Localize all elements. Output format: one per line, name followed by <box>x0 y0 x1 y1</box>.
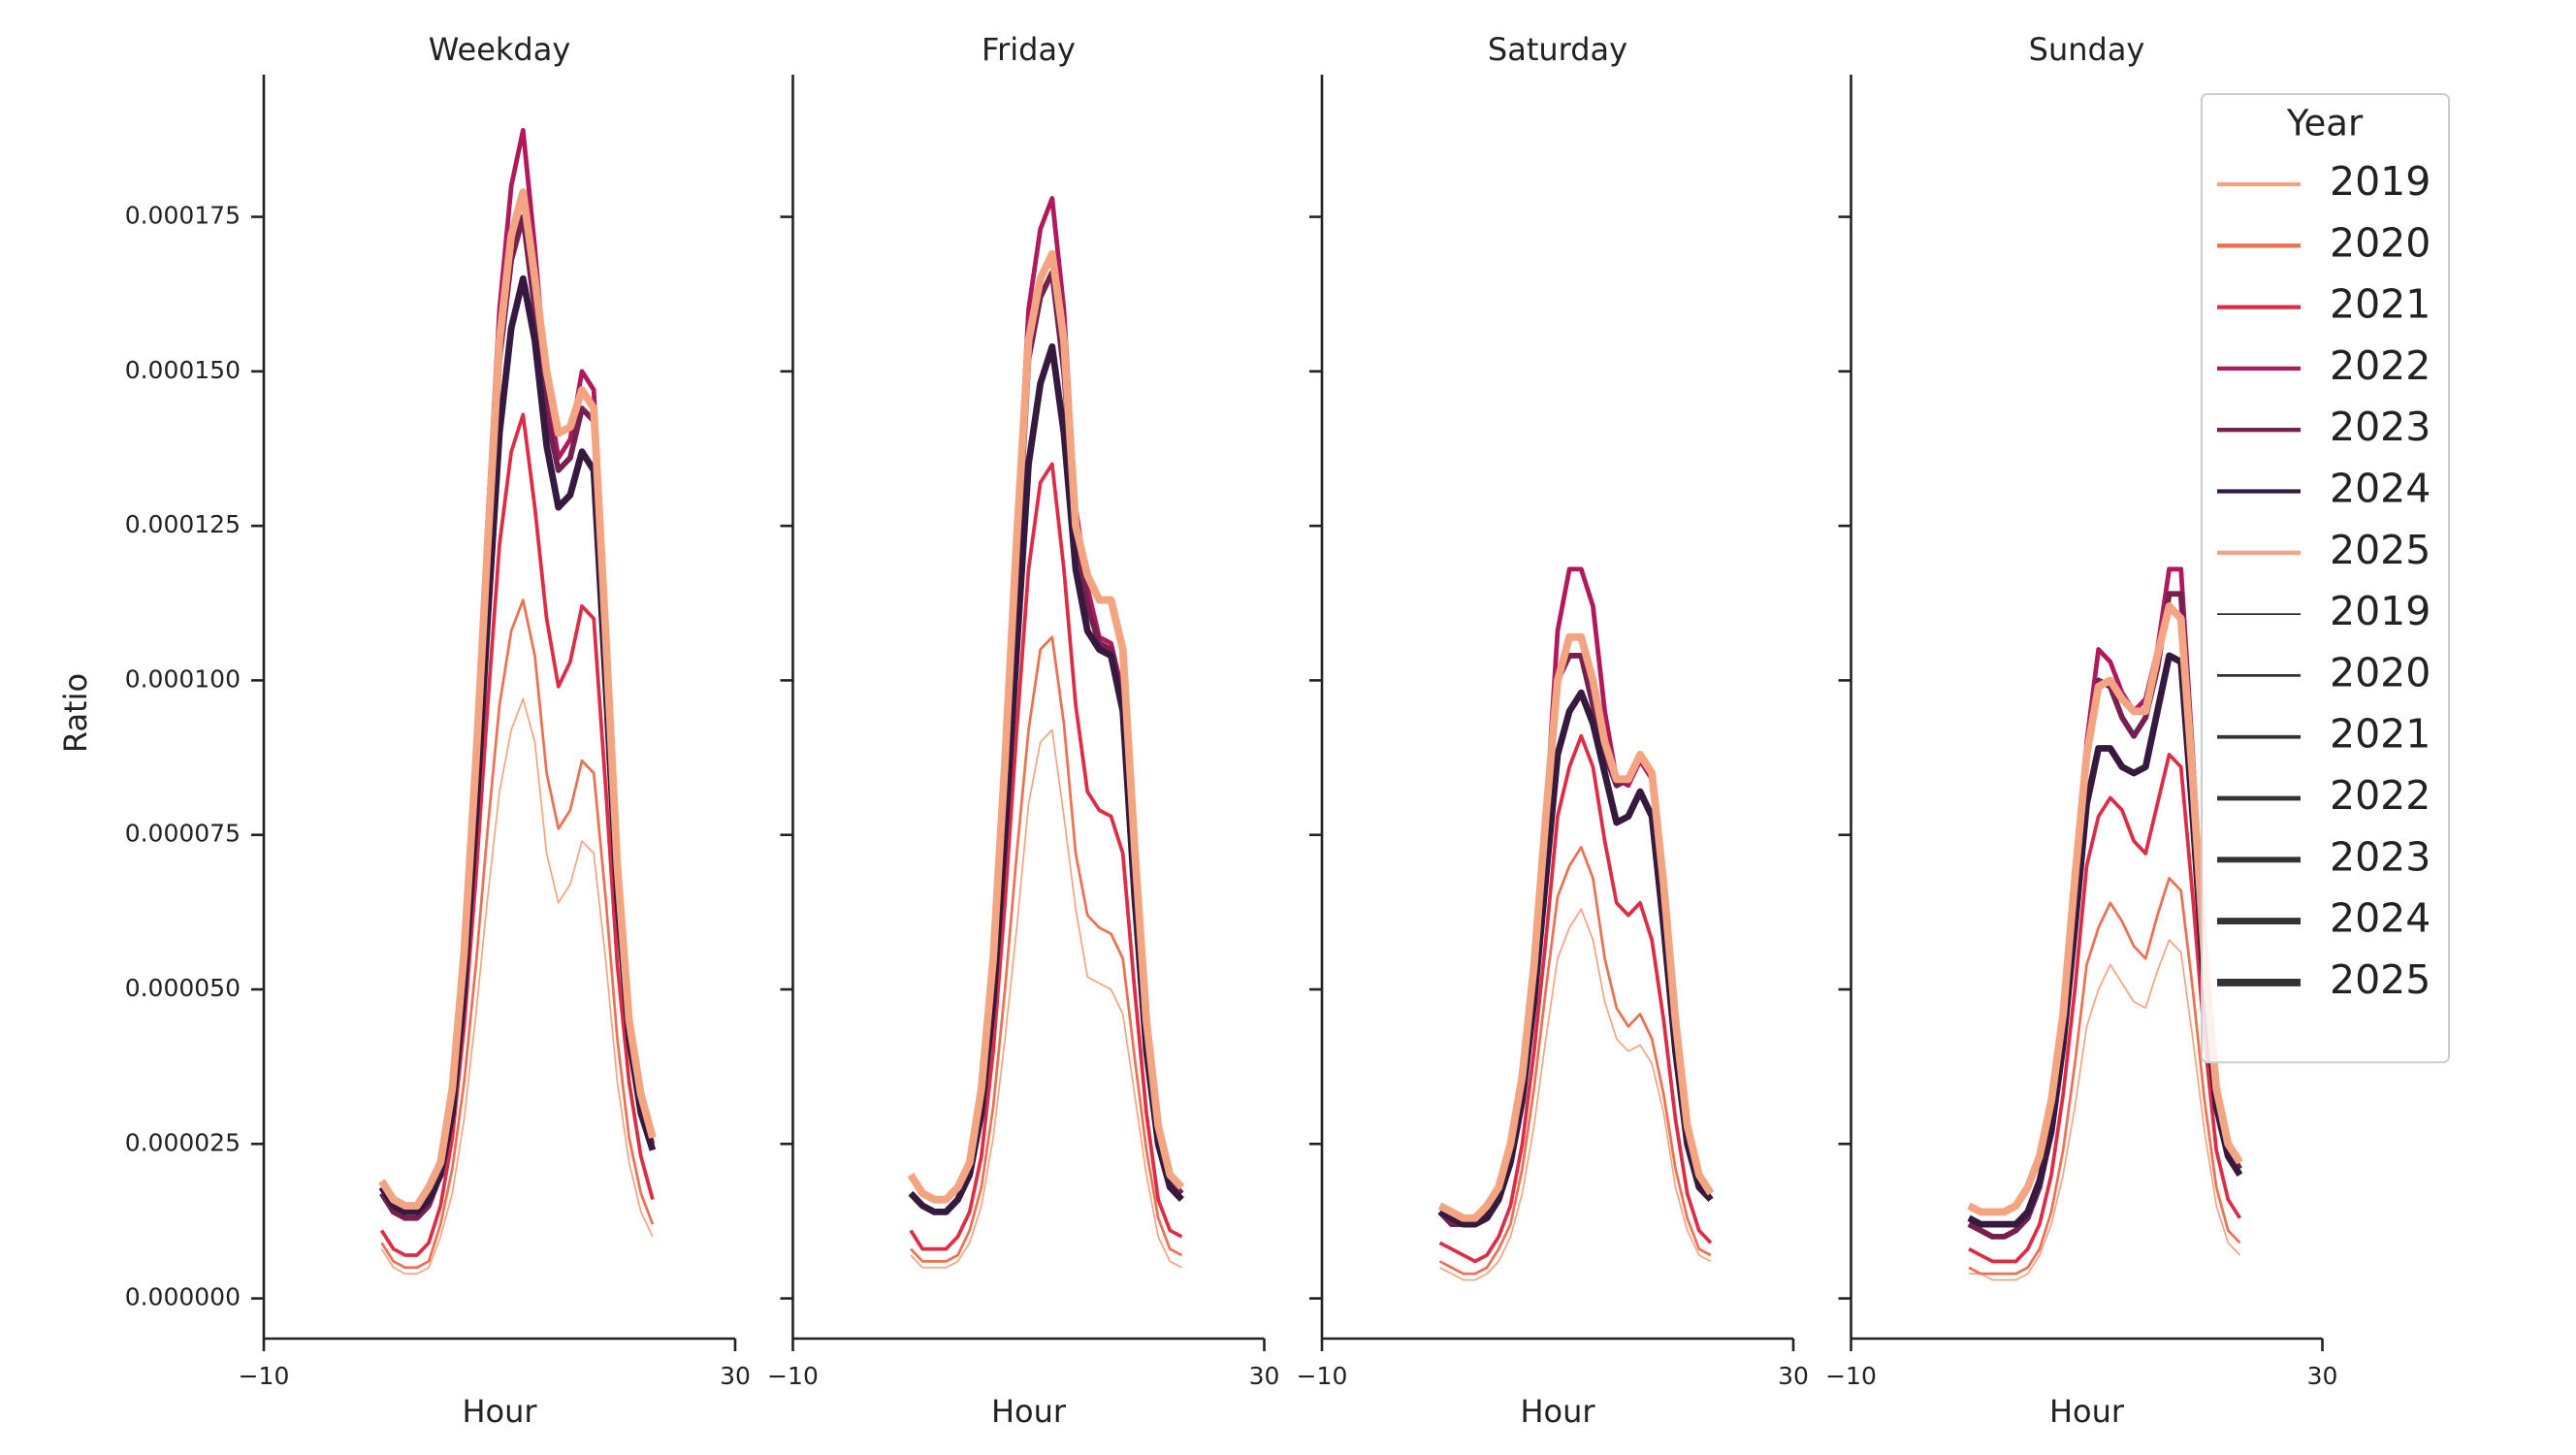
facet-title: Friday <box>982 31 1076 68</box>
series-line <box>909 462 1183 1251</box>
x-tick-label: −10 <box>767 1362 819 1390</box>
legend-label: 2020 <box>2330 649 2431 695</box>
x-tick-label: −10 <box>1825 1362 1877 1390</box>
y-tick-label: 0.000050 <box>125 974 241 1002</box>
series-line <box>1438 846 1712 1276</box>
x-tick-label: 30 <box>1778 1362 1809 1390</box>
x-tick-label: 30 <box>2307 1362 2338 1390</box>
y-axis-label: Ratio <box>57 673 94 753</box>
y-tick-label: 0.000075 <box>125 820 241 848</box>
series-line <box>379 412 655 1257</box>
series-line <box>1439 908 1712 1281</box>
y-tick-label: 0.000000 <box>125 1283 241 1311</box>
x-axis-label: Hour <box>462 1393 537 1430</box>
series-line <box>1968 752 2242 1264</box>
facet-title: Saturday <box>1488 31 1627 68</box>
facet-title: Sunday <box>2029 31 2145 68</box>
legend-label: 2022 <box>2330 772 2431 819</box>
series-line <box>907 249 1185 1204</box>
legend-label: 2024 <box>2330 895 2431 942</box>
series-line <box>380 598 655 1270</box>
x-axis-label: Hour <box>2049 1393 2125 1430</box>
legend-label: 2023 <box>2330 833 2431 880</box>
series-line <box>1438 733 1713 1264</box>
series-line <box>910 635 1183 1263</box>
legend-label: 2023 <box>2330 404 2431 450</box>
legend-label: 2024 <box>2330 466 2431 512</box>
y-tick-label: 0.000100 <box>125 664 241 693</box>
series-line <box>1967 652 2243 1228</box>
series-line <box>378 188 657 1210</box>
facet-title: Weekday <box>429 31 571 68</box>
legend-label: 2019 <box>2330 588 2431 634</box>
legend-box <box>2201 93 2450 1064</box>
series-line <box>1437 632 1715 1222</box>
y-tick-label: 0.000125 <box>125 510 241 538</box>
x-tick-label: 30 <box>720 1362 751 1390</box>
series-line <box>1437 566 1713 1227</box>
series-line <box>1968 876 2241 1276</box>
y-tick-label: 0.000025 <box>125 1128 241 1156</box>
x-tick-label: −10 <box>1297 1362 1348 1390</box>
legend: Year 2019 2019 2020 2020 2021 2021 2022 2022 2023… <box>2201 93 2450 1064</box>
legend-label: 2020 <box>2330 219 2431 266</box>
legend-label: 2025 <box>2330 527 2431 573</box>
legend-label: 2022 <box>2330 342 2431 389</box>
series-line <box>1967 602 2243 1216</box>
x-axis-label: Hour <box>1520 1393 1595 1430</box>
x-tick-label: −10 <box>239 1362 290 1390</box>
y-tick-label: 0.000150 <box>125 356 241 384</box>
legend-title: Year <box>2286 103 2364 145</box>
legend-label: 2021 <box>2330 281 2431 328</box>
legend-label: 2021 <box>2330 711 2431 758</box>
x-tick-label: 30 <box>1249 1362 1280 1390</box>
legend-label: 2019 <box>2330 158 2431 205</box>
y-tick-label: 0.000175 <box>125 202 241 230</box>
series-line <box>910 728 1182 1269</box>
series-line <box>1969 939 2241 1281</box>
series-line <box>380 697 654 1275</box>
x-axis-label: Hour <box>991 1393 1067 1430</box>
legend-label: 2025 <box>2330 956 2431 1003</box>
